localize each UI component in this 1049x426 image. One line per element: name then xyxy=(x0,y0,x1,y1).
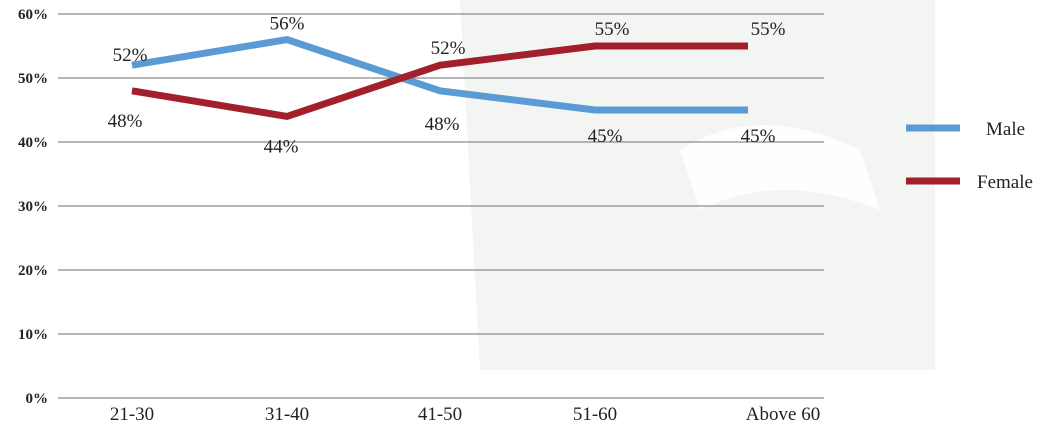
data-label-male: 48% xyxy=(425,114,460,135)
data-label-male: 45% xyxy=(741,126,776,147)
legend: Male Female xyxy=(906,119,1033,193)
legend-label-female: Female xyxy=(977,172,1033,193)
data-labels: 52% 56% 48% 45% 45% 48% 44% 52% 55% 55% xyxy=(108,14,786,158)
x-axis: 21-30 31-40 41-50 51-60 Above 60 xyxy=(110,404,820,425)
data-label-female: 52% xyxy=(431,38,466,59)
x-tick-label: 21-30 xyxy=(110,404,154,425)
data-label-male: 45% xyxy=(588,126,623,147)
series-lines xyxy=(131,36,748,120)
y-tick-label: 50% xyxy=(18,71,48,87)
x-tick-label: 41-50 xyxy=(418,404,462,425)
data-label-male: 52% xyxy=(113,45,148,66)
x-tick-label: Above 60 xyxy=(746,404,820,425)
data-label-female: 55% xyxy=(751,19,786,40)
gridlines xyxy=(58,13,824,399)
series-line-female xyxy=(131,42,748,120)
legend-label-male: Male xyxy=(986,119,1025,140)
y-tick-label: 20% xyxy=(18,263,48,279)
y-tick-label: 0% xyxy=(26,391,49,407)
data-label-female: 48% xyxy=(108,111,143,132)
x-tick-label: 51-60 xyxy=(573,404,617,425)
y-tick-label: 10% xyxy=(18,327,48,343)
data-label-female: 44% xyxy=(264,136,299,157)
y-tick-label: 40% xyxy=(18,135,48,151)
data-label-female: 55% xyxy=(595,19,630,40)
x-tick-label: 31-40 xyxy=(265,404,309,425)
chart-background xyxy=(460,0,935,370)
series-line-male xyxy=(131,36,748,114)
data-label-male: 56% xyxy=(270,14,305,35)
y-tick-label: 60% xyxy=(18,7,48,23)
y-axis: 0% 10% 20% 30% 40% 50% 60% xyxy=(18,7,48,407)
y-tick-label: 30% xyxy=(18,199,48,215)
background-watermark-curve xyxy=(680,125,880,210)
